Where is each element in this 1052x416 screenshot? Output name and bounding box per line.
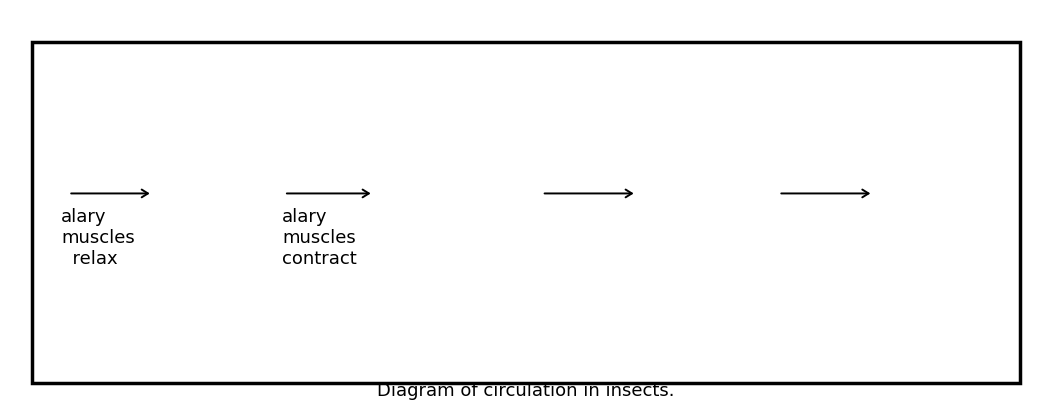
Text: Diagram of circulation in insects.: Diagram of circulation in insects.	[378, 382, 674, 400]
Bar	[32, 42, 1020, 383]
Text: alary
muscles
  relax: alary muscles relax	[61, 208, 135, 267]
Text: alary
muscles
contract: alary muscles contract	[282, 208, 357, 267]
